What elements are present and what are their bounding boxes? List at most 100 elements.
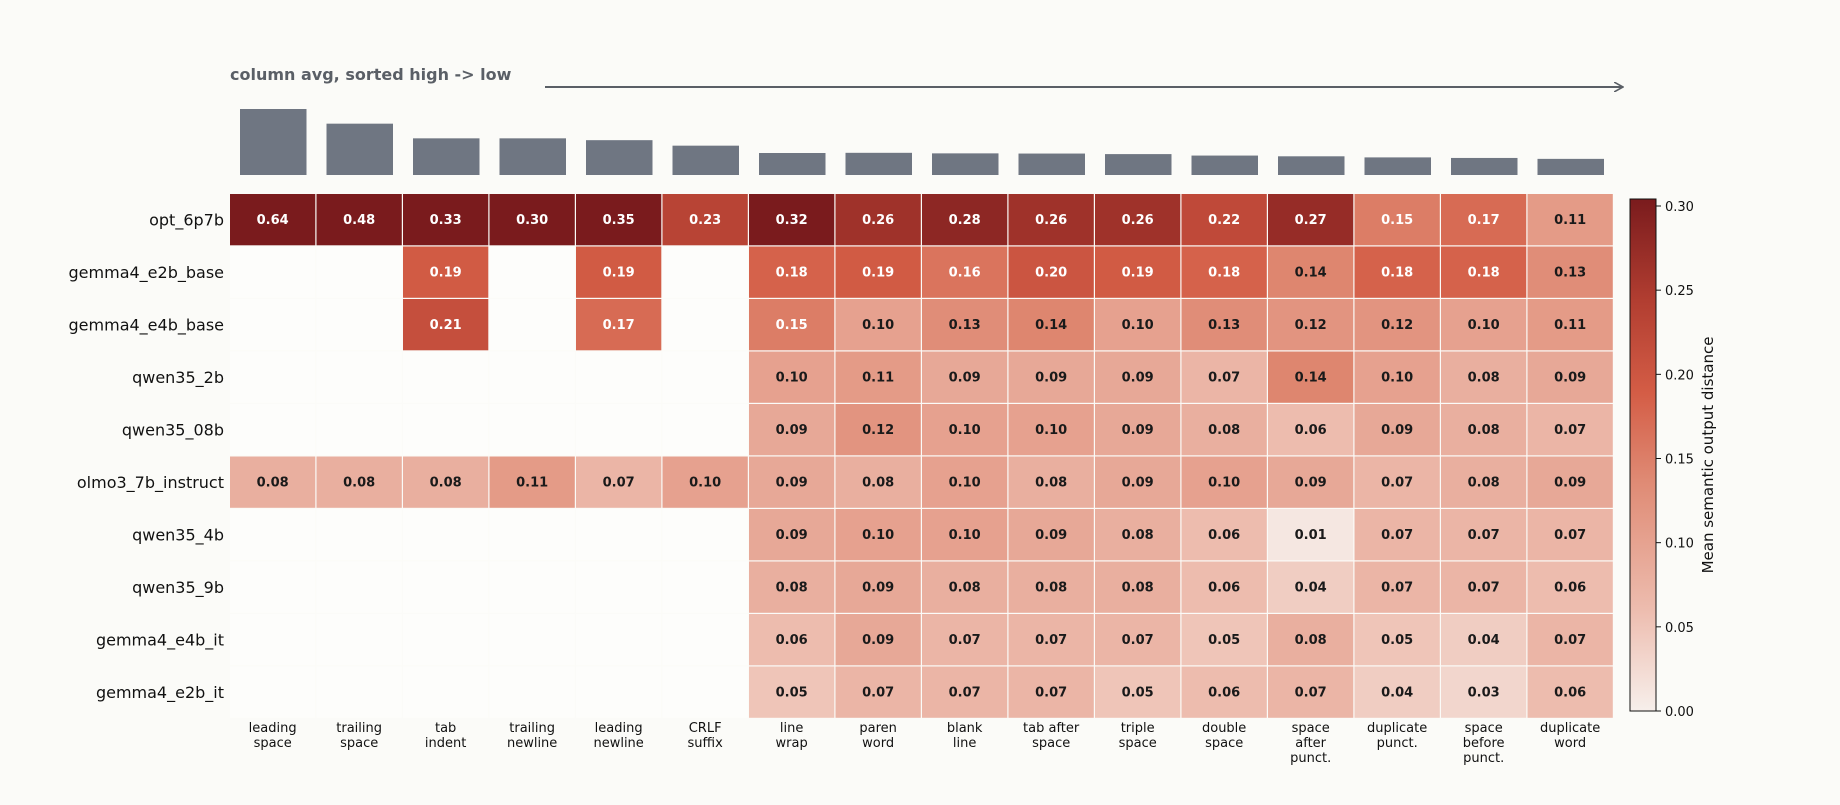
heatmap-cell [1268,666,1354,718]
cell-value-label: 0.09 [776,423,808,438]
cell-value-label: 0.09 [949,371,981,386]
cell-value-label: 0.08 [1468,423,1500,438]
cell-value-label: 0.14 [1295,371,1327,386]
cell-value-label: 0.08 [257,476,289,491]
heatmap-cell [576,194,662,246]
heatmap-cell [1268,194,1354,246]
cell-value-label: 0.10 [1381,371,1413,386]
cell-value-label: 0.17 [1468,213,1500,228]
heatmap-cell-empty [662,666,748,718]
heatmap-cell [1268,614,1354,666]
cell-value-label: 0.07 [949,633,981,648]
heatmap-cell [1441,246,1527,298]
colorbar-tick-label: 0.30 [1665,200,1694,215]
heatmap-cell-empty [576,614,662,666]
cell-value-label: 0.12 [862,423,894,438]
heatmap-cell [835,246,921,298]
heatmap-cell [1095,456,1181,508]
heatmap-cell [749,246,835,298]
column-average-bar [499,138,566,175]
cell-value-label: 0.20 [1035,266,1067,281]
cell-value-label: 0.08 [1295,633,1327,648]
heatmap-cell [1008,404,1094,456]
heatmap-cell [749,299,835,351]
cell-value-label: 0.04 [1295,581,1327,596]
heatmap-cell [1527,509,1613,561]
cell-value-label: 0.09 [776,476,808,491]
cell-value-label: 0.14 [1035,318,1067,333]
heatmap-cell-empty [403,404,489,456]
heatmap-cell [403,299,489,351]
row-label: gemma4_e4b_base [69,315,224,335]
heatmap-cell [1268,299,1354,351]
cell-value-label: 0.19 [862,266,894,281]
heatmap-cell-empty [230,561,316,613]
heatmap-cells: 0.64 0.48 0.33 0.30 0.35 0.23 0.32 0.26 0.28 0.26… [230,194,1613,718]
heatmap-cell [316,194,402,246]
cell-value-label: 0.10 [1208,476,1240,491]
cell-value-label: 0.09 [1122,423,1154,438]
cell-value-label: 0.18 [1468,266,1500,281]
heatmap-cell-empty [403,509,489,561]
heatmap-cell [1181,404,1267,456]
heatmap-cell-empty [662,509,748,561]
column-label: trailing newline [507,721,557,751]
heatmap-cell-empty [316,561,402,613]
cell-value-label: 0.11 [516,476,548,491]
heatmap-cell [1354,194,1440,246]
heatmap-cell-empty [489,351,575,403]
cell-value-label: 0.19 [1122,266,1154,281]
heatmap-cell-empty [489,614,575,666]
heatmap-cell-empty [230,351,316,403]
heatmap-cell [1008,509,1094,561]
column-label: tab indent [425,721,466,751]
heatmap-cell [1095,194,1181,246]
heatmap-cell [835,404,921,456]
heatmap-cell [576,246,662,298]
heatmap-cell [1441,456,1527,508]
heatmap-cell-empty [576,509,662,561]
heatmap-cell [1095,666,1181,718]
cell-value-label: 0.07 [1554,633,1586,648]
heatmap-cell [1181,509,1267,561]
cell-value-label: 0.05 [1208,633,1240,648]
cell-value-label: 0.23 [689,213,721,228]
colorbar-ticks: 0.00 0.05 0.10 0.15 0.20 0.25 0.30 [1656,200,1694,720]
cell-value-label: 0.05 [1381,633,1413,648]
heatmap-cell [1008,194,1094,246]
row-label: qwen35_9b [132,578,224,598]
heatmap-cell [835,614,921,666]
column-label: leading newline [593,721,643,751]
colorbar-tick-label: 0.15 [1665,453,1694,468]
heatmap-cell [576,299,662,351]
column-average-bar [932,153,999,175]
column-label: duplicate punct. [1367,721,1427,751]
cell-value-label: 0.15 [1381,213,1413,228]
cell-value-label: 0.10 [1035,423,1067,438]
row-label: gemma4_e2b_it [96,683,224,703]
heatmap-cell [1354,509,1440,561]
cell-value-label: 0.08 [1122,581,1154,596]
cell-value-label: 0.26 [862,213,894,228]
heatmap-cell [489,456,575,508]
heatmap-cell [835,299,921,351]
cell-value-label: 0.08 [1208,423,1240,438]
column-label: CRLF suffix [688,721,724,751]
heatmap-cell-empty [489,666,575,718]
heatmap-cell [1441,666,1527,718]
heatmap-cell [489,194,575,246]
heatmap-cell [1527,351,1613,403]
cell-value-label: 0.18 [776,266,808,281]
colorbar-tick-label: 0.25 [1665,284,1694,299]
heatmap-cell [1527,561,1613,613]
heatmap-cell [749,194,835,246]
cell-value-label: 0.07 [603,476,635,491]
heatmap-cell [749,666,835,718]
heatmap-cell-empty [489,299,575,351]
cell-value-label: 0.13 [1208,318,1240,333]
cell-value-label: 0.48 [343,213,375,228]
heatmap-cell [1527,246,1613,298]
heatmap-cell [1354,561,1440,613]
heatmap-cell [1354,614,1440,666]
cell-value-label: 0.13 [1554,266,1586,281]
